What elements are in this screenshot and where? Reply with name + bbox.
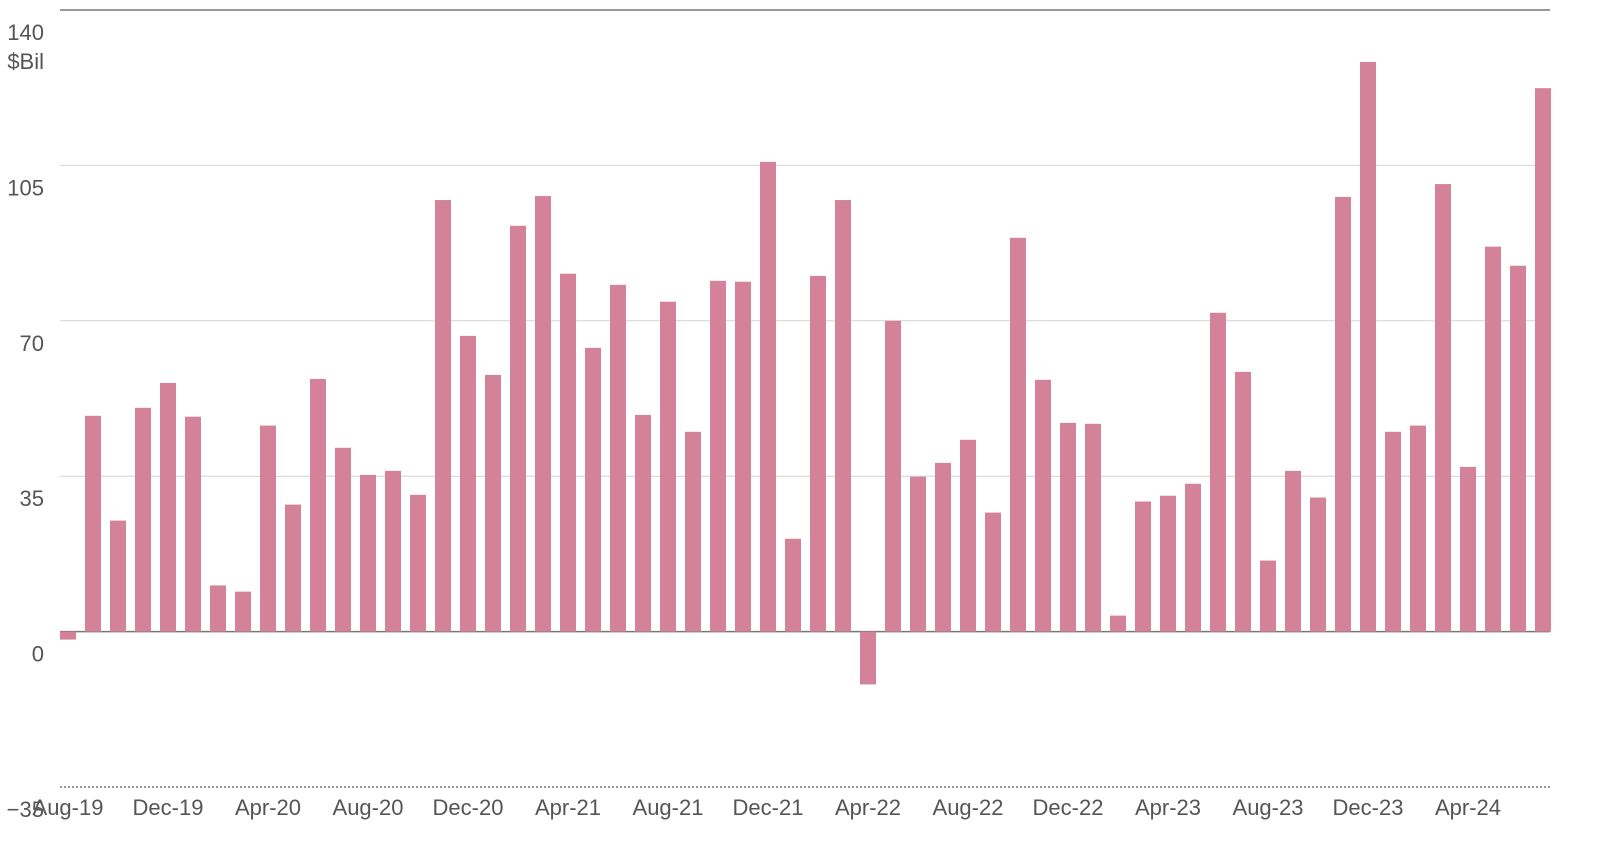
bar <box>685 431 701 632</box>
x-tick-label: Apr-21 <box>535 795 601 820</box>
bar <box>185 416 201 632</box>
y-tick-label: 140 <box>7 20 44 45</box>
bar <box>1185 483 1201 632</box>
x-tick-label: Dec-19 <box>133 795 204 820</box>
bar <box>1160 495 1176 632</box>
bar <box>285 504 301 632</box>
bar <box>785 538 801 632</box>
bar <box>935 462 951 632</box>
bar <box>385 470 401 632</box>
bar <box>1260 560 1276 632</box>
bar <box>810 275 826 632</box>
bar <box>835 200 851 632</box>
bar <box>1060 422 1076 632</box>
bar <box>1285 470 1301 632</box>
x-tick-label: Aug-19 <box>33 795 104 820</box>
bar <box>1135 501 1151 632</box>
bar <box>1035 379 1051 632</box>
bar <box>485 374 501 632</box>
bar <box>135 407 151 632</box>
x-tick-label: Aug-23 <box>1233 795 1304 820</box>
bar <box>160 382 176 632</box>
bar <box>260 425 276 632</box>
bar <box>1435 184 1451 632</box>
bar <box>985 512 1001 632</box>
x-tick-label: Aug-20 <box>333 795 404 820</box>
x-tick-label: Dec-21 <box>733 795 804 820</box>
bar <box>1385 431 1401 632</box>
bar <box>1535 88 1551 632</box>
bar <box>710 280 726 632</box>
bar <box>885 320 901 632</box>
bar <box>210 585 226 632</box>
bar <box>735 281 751 632</box>
bar <box>1085 423 1101 632</box>
bar <box>960 439 976 632</box>
bar <box>860 631 876 685</box>
bar <box>1360 61 1376 632</box>
bar <box>760 161 776 632</box>
bar <box>85 415 101 632</box>
bar <box>435 200 451 632</box>
bar <box>410 494 426 632</box>
bar <box>585 347 601 632</box>
bar <box>560 273 576 632</box>
x-tick-label: Dec-23 <box>1333 795 1404 820</box>
bar <box>1460 466 1476 632</box>
bar <box>1510 265 1526 632</box>
y-unit: $Bil <box>7 49 44 74</box>
x-tick-label: Apr-24 <box>1435 795 1501 820</box>
x-tick-label: Aug-21 <box>633 795 704 820</box>
y-tick-label: 70 <box>20 331 44 356</box>
bar <box>235 591 251 632</box>
bar <box>360 474 376 632</box>
bar <box>1485 246 1501 632</box>
y-tick-label: 0 <box>32 642 44 667</box>
bar <box>110 520 126 632</box>
bar <box>335 447 351 632</box>
x-tick-label: Dec-20 <box>433 795 504 820</box>
bar <box>310 378 326 632</box>
bar <box>460 335 476 632</box>
bar <box>1010 237 1026 632</box>
x-tick-label: Aug-22 <box>933 795 1004 820</box>
bar <box>1110 615 1126 632</box>
x-tick-label: Apr-23 <box>1135 795 1201 820</box>
bar <box>610 284 626 632</box>
bar <box>1335 196 1351 632</box>
bar <box>1235 371 1251 632</box>
y-tick-label: 35 <box>20 486 44 511</box>
bar <box>1310 497 1326 632</box>
bar <box>1210 312 1226 632</box>
bar <box>660 301 676 632</box>
y-tick-label: 105 <box>7 175 44 200</box>
x-tick-label: Apr-20 <box>235 795 301 820</box>
x-tick-label: Dec-22 <box>1033 795 1104 820</box>
bar <box>60 631 76 640</box>
bar <box>1410 425 1426 632</box>
bar <box>635 414 651 632</box>
y-tick-label: −35 <box>7 797 44 822</box>
bar <box>910 476 926 632</box>
bar <box>535 196 551 632</box>
x-tick-label: Apr-22 <box>835 795 901 820</box>
bar <box>510 225 526 632</box>
